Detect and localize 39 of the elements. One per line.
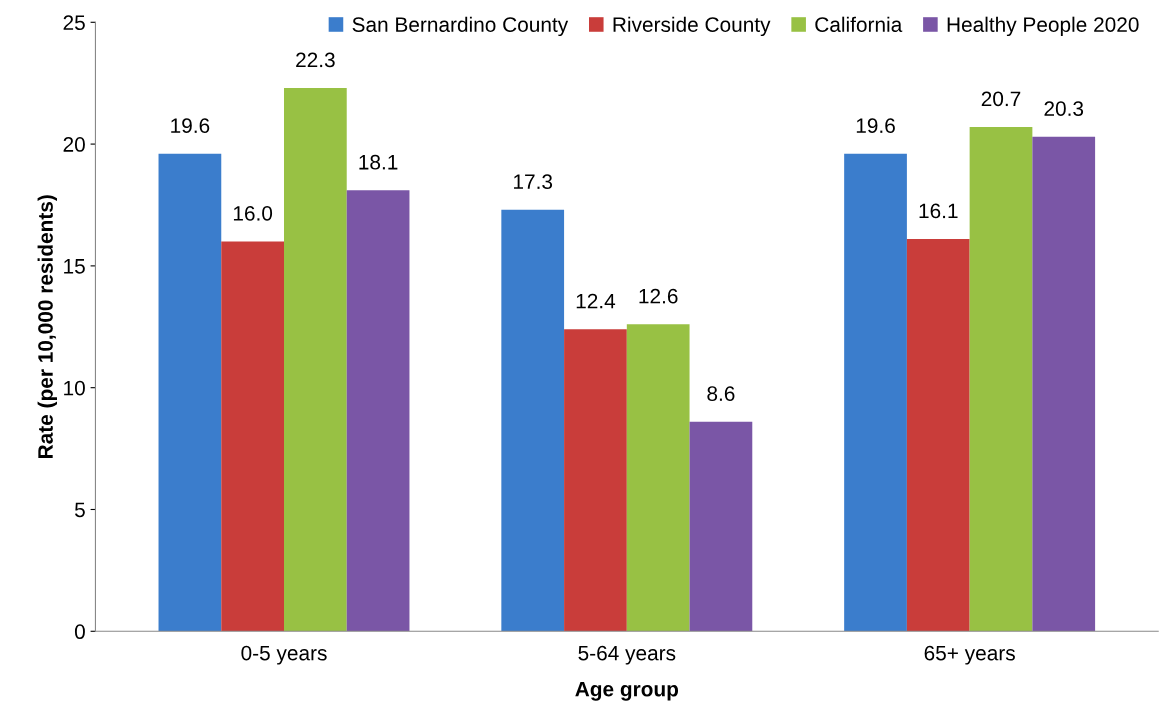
bar bbox=[1032, 136, 1096, 632]
bar bbox=[969, 127, 1033, 632]
y-tick-label: 20 bbox=[63, 137, 85, 152]
data-label: 19.6 bbox=[171, 118, 210, 134]
x-tick-label: 0-5 years bbox=[241, 645, 327, 665]
bar bbox=[906, 239, 970, 632]
data-label: 12.4 bbox=[576, 293, 616, 309]
bar bbox=[221, 241, 284, 632]
y-tick-label: 10 bbox=[64, 380, 85, 396]
x-tick-label: 65+ years bbox=[924, 645, 1015, 665]
y-axis-title: Rate (per 10,000 residents) bbox=[37, 195, 57, 458]
y-tick-label: 5 bbox=[74, 502, 85, 518]
data-label: 19.6 bbox=[856, 118, 895, 134]
legend-label: Healthy People 2020 bbox=[947, 16, 1139, 37]
bar bbox=[284, 88, 347, 632]
bar bbox=[158, 153, 222, 632]
bar bbox=[844, 153, 907, 632]
data-label: 22.3 bbox=[296, 52, 335, 68]
data-label: 8.6 bbox=[707, 386, 735, 401]
bar bbox=[501, 209, 565, 632]
data-label: 20.3 bbox=[1044, 101, 1084, 116]
y-tick-label: 25 bbox=[63, 15, 85, 31]
data-label: 16.1 bbox=[919, 203, 958, 219]
data-label: 12.6 bbox=[639, 288, 678, 304]
legend-label: Riverside County bbox=[613, 16, 771, 37]
data-label: 18.1 bbox=[359, 154, 398, 170]
x-axis-title: Age group bbox=[575, 681, 679, 701]
bar bbox=[626, 324, 690, 632]
data-label: 16.0 bbox=[233, 205, 273, 221]
bar bbox=[564, 329, 627, 632]
y-tick-label: 15 bbox=[64, 259, 85, 274]
x-tick-label: 5-64 years bbox=[578, 645, 676, 665]
legend-label: California bbox=[815, 16, 903, 32]
bar bbox=[346, 190, 410, 632]
y-tick-label: 0 bbox=[74, 624, 85, 640]
data-label: 17.3 bbox=[514, 174, 553, 190]
legend-label: San Bernardino County bbox=[352, 16, 569, 37]
data-label: 20.7 bbox=[981, 91, 1021, 107]
bar bbox=[689, 421, 753, 632]
